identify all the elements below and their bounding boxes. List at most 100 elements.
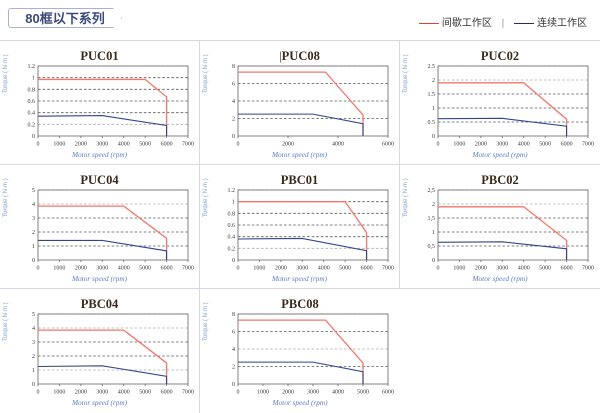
- svg-text:0.2: 0.2: [227, 246, 235, 252]
- svg-text:0: 0: [437, 266, 440, 272]
- svg-text:0: 0: [32, 382, 35, 388]
- svg-text:3000: 3000: [96, 142, 108, 148]
- svg-text:1: 1: [232, 200, 235, 206]
- svg-text:5000: 5000: [139, 266, 151, 272]
- svg-text:2000: 2000: [74, 266, 86, 272]
- svg-text:6000: 6000: [360, 266, 372, 272]
- svg-text:1: 1: [32, 244, 35, 250]
- svg-text:6000: 6000: [160, 142, 172, 148]
- svg-text:1000: 1000: [53, 266, 65, 272]
- svg-text:2: 2: [232, 117, 235, 123]
- svg-text:0: 0: [232, 258, 235, 264]
- svg-text:6000: 6000: [160, 266, 172, 272]
- svg-text:2: 2: [432, 202, 435, 208]
- svg-text:5000: 5000: [139, 142, 151, 148]
- svg-text:2000: 2000: [74, 390, 86, 396]
- svg-text:5000: 5000: [539, 142, 551, 148]
- svg-text:4000: 4000: [317, 266, 329, 272]
- svg-text:1: 1: [32, 368, 35, 374]
- svg-text:7000: 7000: [582, 142, 594, 148]
- svg-text:0: 0: [36, 266, 39, 272]
- svg-text:0.5: 0.5: [428, 120, 436, 126]
- svg-text:3: 3: [32, 340, 35, 346]
- svg-text:4000: 4000: [332, 390, 344, 396]
- svg-text:5: 5: [32, 188, 35, 194]
- svg-text:2.5: 2.5: [428, 64, 436, 70]
- svg-text:0.2: 0.2: [27, 122, 35, 128]
- svg-text:3000: 3000: [96, 390, 108, 396]
- svg-text:1000: 1000: [453, 266, 465, 272]
- svg-text:5000: 5000: [539, 266, 551, 272]
- svg-text:2000: 2000: [475, 142, 487, 148]
- svg-text:0: 0: [437, 142, 440, 148]
- svg-text:0: 0: [232, 382, 235, 388]
- svg-text:0.8: 0.8: [227, 211, 235, 217]
- svg-text:0: 0: [32, 134, 35, 140]
- svg-text:6: 6: [232, 330, 235, 336]
- svg-text:6000: 6000: [382, 142, 394, 148]
- svg-text:0,5: 0,5: [428, 244, 436, 250]
- svg-text:1000: 1000: [53, 142, 65, 148]
- svg-text:2: 2: [232, 365, 235, 371]
- svg-text:3000: 3000: [496, 266, 508, 272]
- svg-text:3000: 3000: [307, 390, 319, 396]
- svg-text:0: 0: [36, 142, 39, 148]
- svg-text:0: 0: [32, 258, 35, 264]
- svg-text:7000: 7000: [182, 142, 194, 148]
- svg-text:0.6: 0.6: [27, 99, 35, 105]
- svg-text:2,5: 2,5: [428, 188, 436, 194]
- svg-text:3000: 3000: [496, 142, 508, 148]
- svg-text:4: 4: [232, 347, 235, 353]
- svg-text:2: 2: [32, 354, 35, 360]
- svg-text:0: 0: [236, 266, 239, 272]
- svg-text:6000: 6000: [561, 266, 573, 272]
- svg-text:5000: 5000: [339, 266, 351, 272]
- svg-text:1: 1: [432, 106, 435, 112]
- svg-text:4000: 4000: [518, 142, 530, 148]
- svg-text:7000: 7000: [182, 266, 194, 272]
- svg-text:6: 6: [232, 82, 235, 88]
- svg-text:4000: 4000: [117, 266, 129, 272]
- svg-text:2000: 2000: [74, 142, 86, 148]
- svg-text:3000: 3000: [296, 266, 308, 272]
- svg-text:0.6: 0.6: [227, 223, 235, 229]
- svg-text:0: 0: [36, 390, 39, 396]
- svg-text:6000: 6000: [160, 390, 172, 396]
- svg-text:1: 1: [432, 230, 435, 236]
- svg-text:7000: 7000: [382, 266, 394, 272]
- svg-text:0: 0: [236, 142, 239, 148]
- svg-text:0: 0: [432, 258, 435, 264]
- svg-text:4: 4: [232, 99, 235, 105]
- svg-text:2: 2: [432, 78, 435, 84]
- svg-text:8: 8: [232, 64, 235, 70]
- svg-text:6000: 6000: [382, 390, 394, 396]
- svg-text:0: 0: [237, 390, 240, 396]
- svg-text:4000: 4000: [518, 266, 530, 272]
- svg-text:4: 4: [32, 202, 35, 208]
- svg-text:2000: 2000: [475, 266, 487, 272]
- svg-text:7000: 7000: [182, 390, 194, 396]
- svg-text:1000: 1000: [257, 390, 269, 396]
- svg-text:2000: 2000: [282, 142, 294, 148]
- svg-text:0: 0: [432, 134, 435, 140]
- svg-text:1.5: 1.5: [428, 92, 436, 98]
- svg-text:1.2: 1.2: [227, 188, 235, 194]
- svg-text:8: 8: [232, 312, 235, 318]
- svg-text:5: 5: [32, 312, 35, 318]
- svg-text:4: 4: [32, 326, 35, 332]
- svg-text:0.8: 0.8: [27, 87, 35, 93]
- svg-text:3: 3: [32, 216, 35, 222]
- svg-text:4000: 4000: [332, 142, 344, 148]
- svg-text:7000: 7000: [582, 266, 594, 272]
- svg-text:2000: 2000: [274, 266, 286, 272]
- svg-text:4000: 4000: [117, 390, 129, 396]
- svg-text:3000: 3000: [96, 266, 108, 272]
- svg-text:1,5: 1,5: [428, 216, 436, 222]
- svg-text:0.4: 0.4: [27, 111, 35, 117]
- svg-text:5000: 5000: [139, 390, 151, 396]
- svg-text:1000: 1000: [453, 142, 465, 148]
- svg-text:0.4: 0.4: [227, 235, 235, 241]
- svg-text:1000: 1000: [53, 390, 65, 396]
- svg-text:0: 0: [232, 134, 235, 140]
- svg-text:5000: 5000: [357, 390, 369, 396]
